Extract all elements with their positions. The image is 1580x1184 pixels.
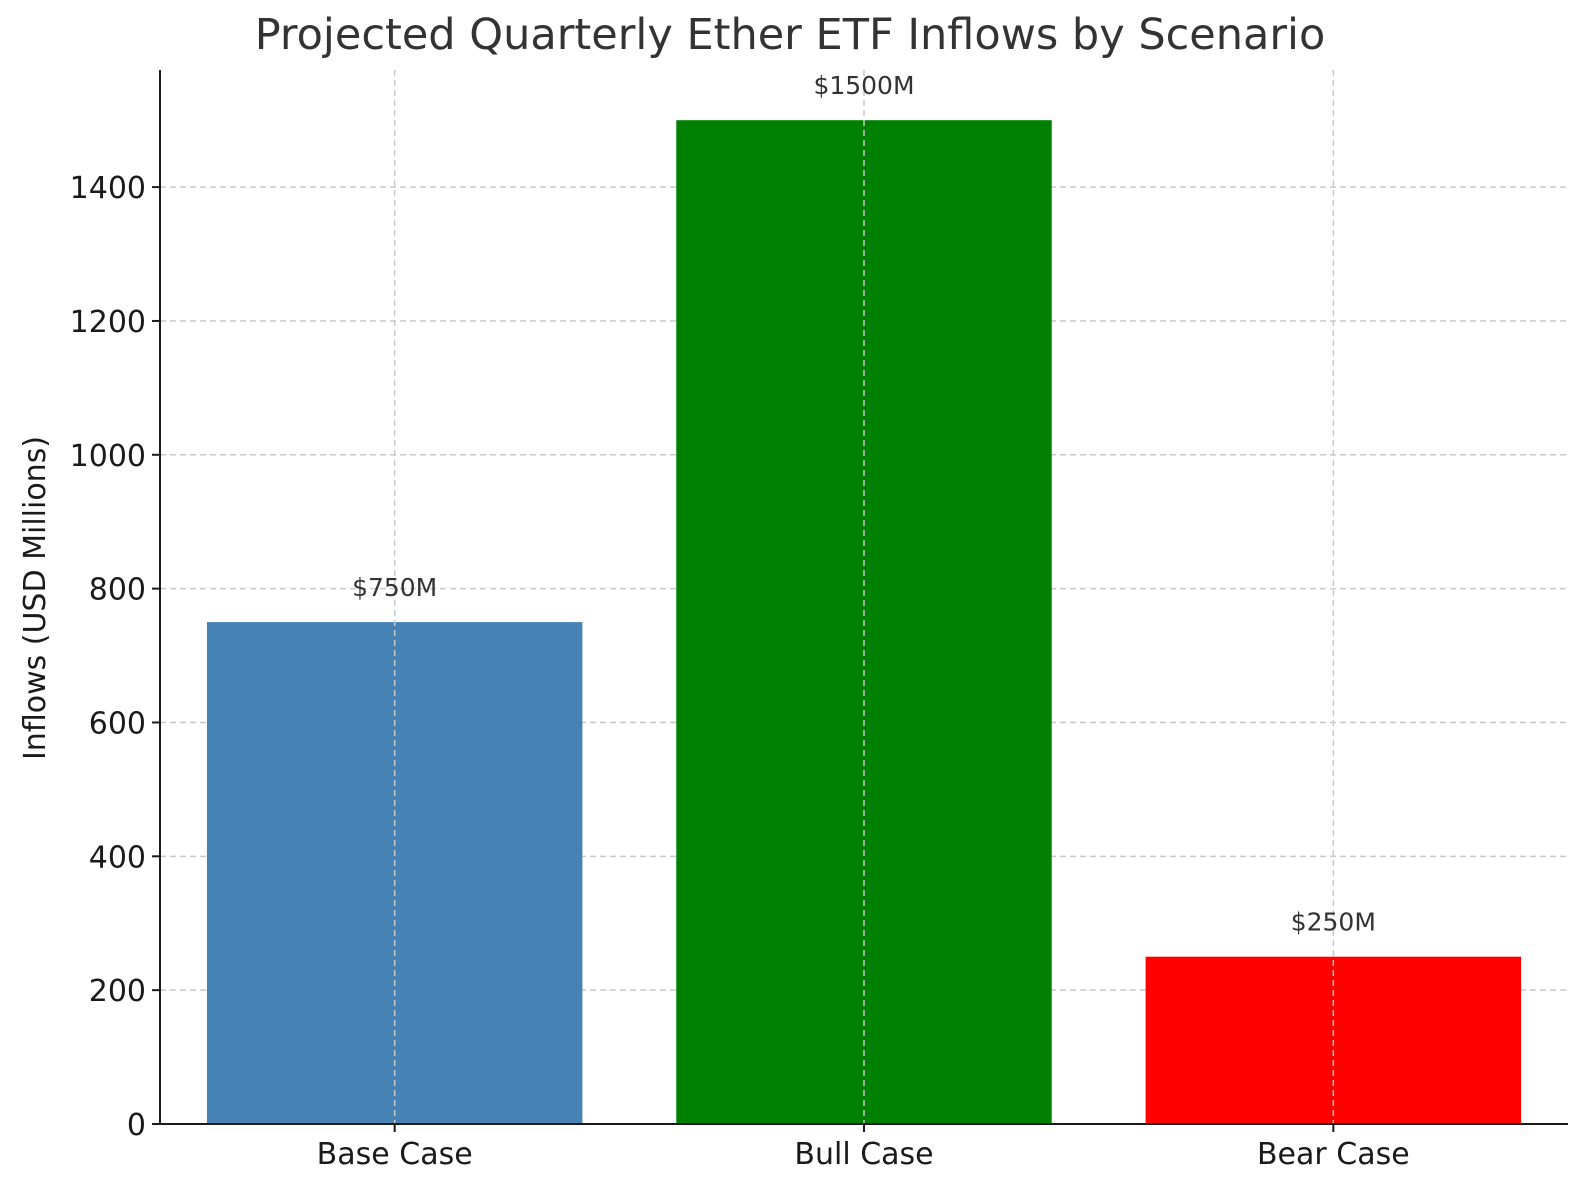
y-tick-label: 600 <box>89 706 146 741</box>
x-tick-label: Base Case <box>317 1137 473 1172</box>
y-tick-label: 800 <box>89 573 146 608</box>
y-tick-label: 1200 <box>70 305 146 340</box>
data-label: $1500M <box>813 71 914 100</box>
y-axis-title: Inflows (USD Millions) <box>18 436 53 760</box>
x-tick-label: Bear Case <box>1257 1137 1410 1172</box>
y-tick-label: 1400 <box>70 171 146 206</box>
y-tick-label: 0 <box>127 1108 146 1143</box>
y-tick-label: 200 <box>89 974 146 1009</box>
x-tick-label: Bull Case <box>794 1137 933 1172</box>
y-tick-label: 1000 <box>70 439 146 474</box>
data-label: $750M <box>352 573 437 602</box>
data-label: $250M <box>1291 908 1376 937</box>
y-tick-label: 400 <box>89 840 146 875</box>
chart-title: Projected Quarterly Ether ETF Inflows by… <box>254 10 1326 60</box>
